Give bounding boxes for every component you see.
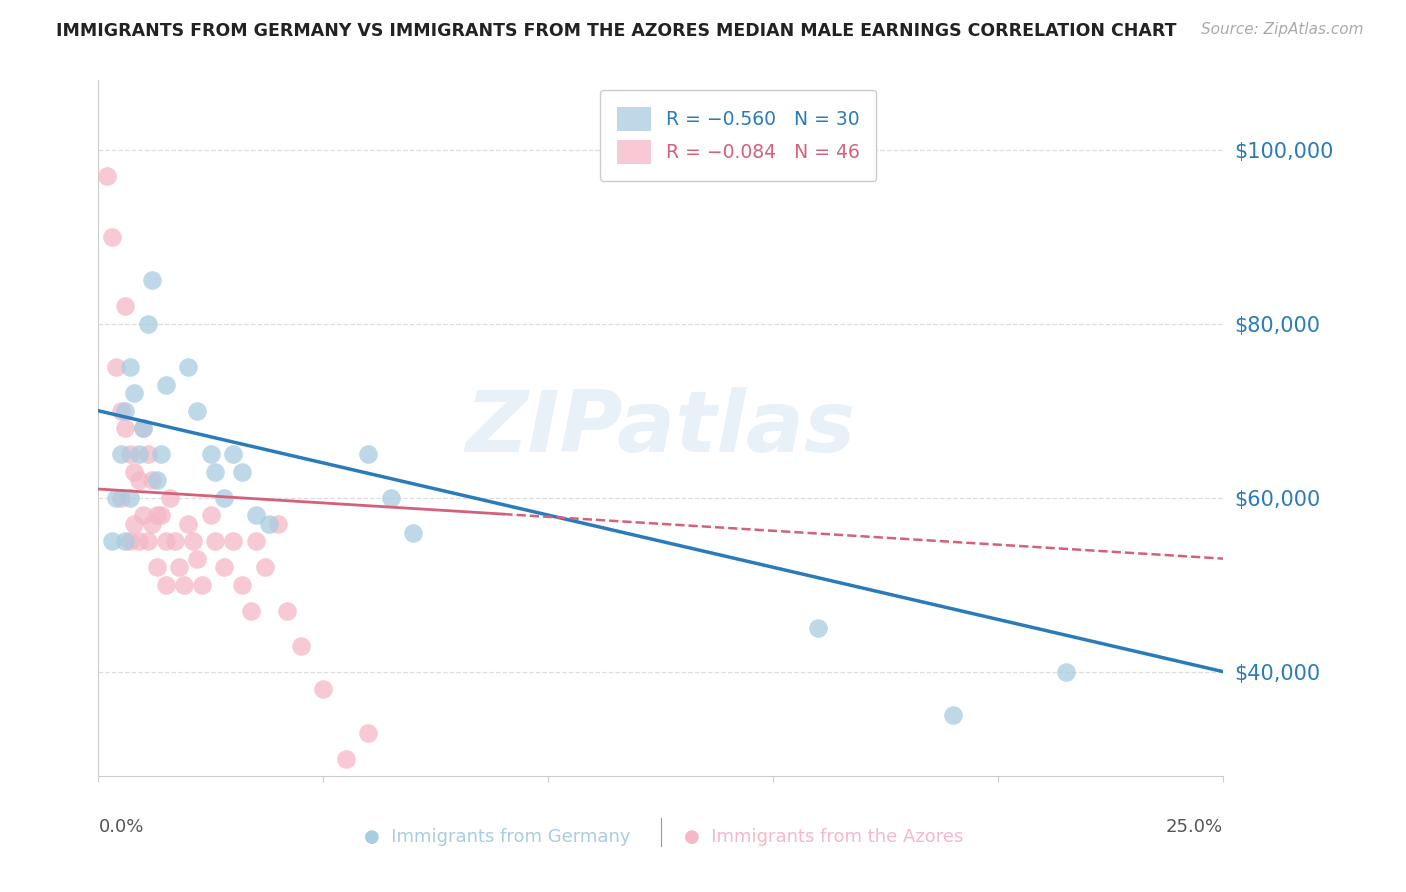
Point: [128, 474, 150, 488]
Point: [114, 534, 136, 549]
Point: [214, 491, 236, 505]
Point: [204, 534, 226, 549]
Point: [169, 560, 191, 574]
Text: ZIPatlas: ZIPatlas: [465, 386, 856, 470]
Point: [146, 560, 169, 574]
Point: [101, 534, 124, 549]
Point: [124, 465, 146, 479]
Point: [141, 516, 163, 531]
Point: [245, 534, 267, 549]
Point: [101, 230, 124, 244]
Point: [118, 491, 141, 505]
Point: [214, 560, 236, 574]
Point: [942, 708, 965, 723]
Point: [380, 491, 402, 505]
Point: [110, 491, 132, 505]
Point: [290, 639, 312, 653]
Point: [118, 360, 141, 375]
Point: [110, 404, 132, 418]
Text: 25.0%: 25.0%: [1166, 818, 1223, 836]
Text: ●  Immigrants from Germany: ● Immigrants from Germany: [364, 828, 631, 847]
Point: [267, 516, 290, 531]
Point: [132, 421, 155, 435]
Point: [146, 508, 169, 523]
Point: [181, 534, 204, 549]
Point: [132, 508, 155, 523]
Point: [204, 465, 226, 479]
Text: Source: ZipAtlas.com: Source: ZipAtlas.com: [1201, 22, 1364, 37]
Point: [177, 516, 200, 531]
Point: [335, 751, 357, 765]
Text: IMMIGRANTS FROM GERMANY VS IMMIGRANTS FROM THE AZORES MEDIAN MALE EARNINGS CORRE: IMMIGRANTS FROM GERMANY VS IMMIGRANTS FR…: [56, 22, 1177, 40]
Point: [96, 169, 118, 183]
Point: [150, 508, 173, 523]
Point: [110, 447, 132, 461]
Point: [231, 465, 253, 479]
Point: [136, 534, 159, 549]
Point: [222, 534, 245, 549]
Point: [136, 447, 159, 461]
Point: [114, 421, 136, 435]
Point: [155, 578, 177, 592]
Point: [159, 491, 181, 505]
Point: [186, 551, 208, 566]
Point: [253, 560, 276, 574]
Point: [357, 447, 380, 461]
Point: [124, 516, 146, 531]
Point: [177, 360, 200, 375]
Point: [132, 421, 155, 435]
Text: 0.0%: 0.0%: [98, 818, 143, 836]
Point: [191, 578, 214, 592]
Point: [105, 360, 128, 375]
Point: [128, 534, 150, 549]
Text: ●  Immigrants from the Azores: ● Immigrants from the Azores: [685, 828, 963, 847]
Point: [276, 604, 298, 618]
Point: [155, 534, 177, 549]
Point: [312, 681, 335, 696]
Point: [357, 725, 380, 739]
Point: [240, 604, 263, 618]
Point: [114, 300, 136, 314]
Point: [114, 404, 136, 418]
Point: [118, 534, 141, 549]
Point: [402, 525, 425, 540]
Point: [200, 447, 222, 461]
Point: [141, 474, 163, 488]
Point: [222, 447, 245, 461]
Point: [231, 578, 253, 592]
Point: [173, 578, 195, 592]
Point: [200, 508, 222, 523]
Point: [124, 386, 146, 401]
Point: [128, 447, 150, 461]
Point: [136, 317, 159, 331]
Point: [146, 474, 169, 488]
Point: [259, 516, 281, 531]
Point: [155, 377, 177, 392]
Point: [245, 508, 267, 523]
Point: [163, 534, 186, 549]
Legend: R = −0.560   N = 30, R = −0.084   N = 46: R = −0.560 N = 30, R = −0.084 N = 46: [600, 90, 876, 181]
Point: [118, 447, 141, 461]
Point: [807, 621, 830, 635]
Point: [141, 273, 163, 287]
Point: [150, 447, 173, 461]
Point: [1054, 665, 1077, 679]
Point: [186, 404, 208, 418]
Point: [105, 491, 128, 505]
